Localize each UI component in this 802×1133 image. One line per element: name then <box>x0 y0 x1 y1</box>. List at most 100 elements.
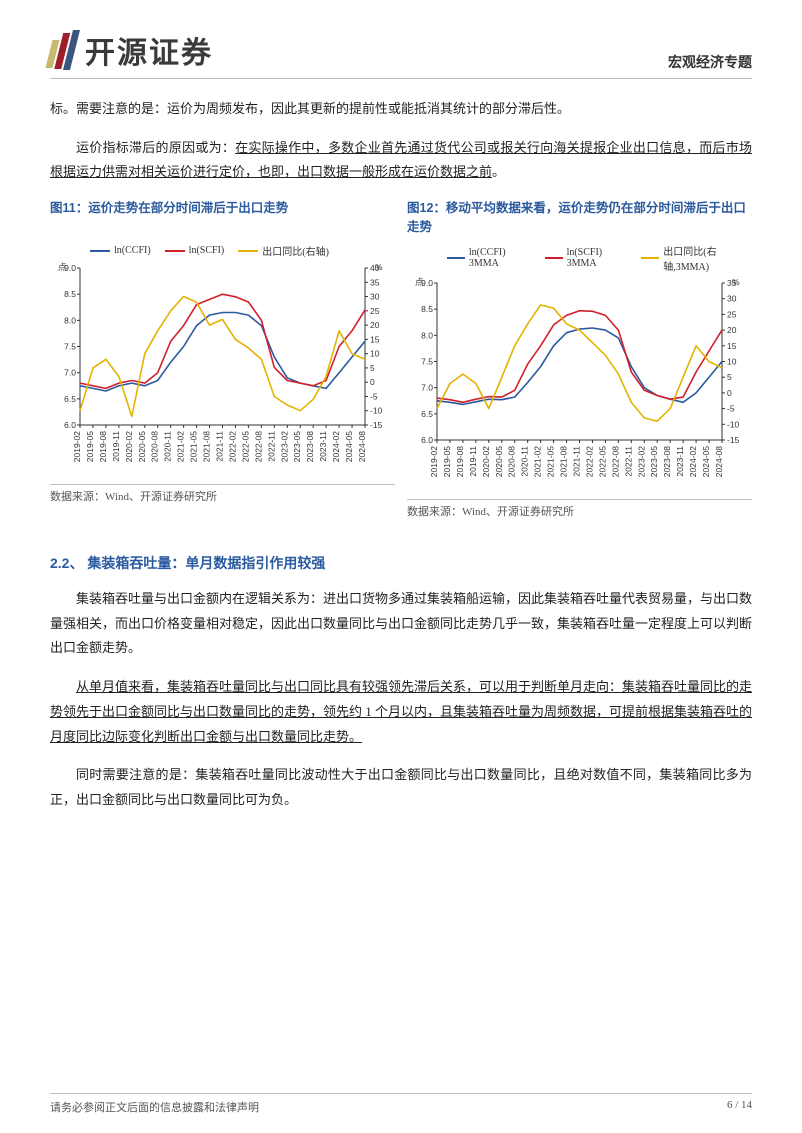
svg-text:2019-05: 2019-05 <box>442 446 452 477</box>
logo-block: 开源证券 <box>50 28 213 72</box>
svg-text:-10: -10 <box>370 406 383 416</box>
svg-text:2022-11: 2022-11 <box>623 446 633 477</box>
svg-text:2020-08: 2020-08 <box>150 431 160 462</box>
figure-11-title: 图11：运价走势在部分时间滞后于出口走势 <box>50 199 395 237</box>
svg-text:25: 25 <box>370 306 380 316</box>
svg-text:2021-05: 2021-05 <box>189 431 199 462</box>
svg-text:-15: -15 <box>370 420 383 430</box>
svg-text:10: 10 <box>370 349 380 359</box>
para2-lead: 运价指标滞后的原因或为： <box>76 140 235 155</box>
figure-12-legend: ln(CCFI) 3MMAln(SCFI) 3MMA出口同比(右轴,3MMA) <box>407 243 752 273</box>
svg-text:2022-08: 2022-08 <box>610 446 620 477</box>
svg-text:2019-02: 2019-02 <box>72 431 82 462</box>
svg-text:-5: -5 <box>370 392 378 402</box>
svg-text:6.5: 6.5 <box>421 409 433 419</box>
svg-text:20: 20 <box>727 325 737 335</box>
figure-12-chart: 点%6.06.57.07.58.08.59.0-15-10-5051015202… <box>407 275 752 495</box>
page-header: 开源证券 宏观经济专题 <box>50 28 752 79</box>
svg-text:2019-02: 2019-02 <box>429 446 439 477</box>
svg-text:2020-11: 2020-11 <box>520 446 530 477</box>
svg-text:6.5: 6.5 <box>64 394 76 404</box>
svg-text:25: 25 <box>727 309 737 319</box>
svg-text:2020-08: 2020-08 <box>507 446 517 477</box>
svg-text:2024-08: 2024-08 <box>714 446 724 477</box>
svg-text:2022-02: 2022-02 <box>227 431 237 462</box>
svg-text:20: 20 <box>370 320 380 330</box>
svg-text:2021-05: 2021-05 <box>546 446 556 477</box>
svg-text:2021-11: 2021-11 <box>215 431 225 462</box>
svg-text:2021-02: 2021-02 <box>533 446 543 477</box>
svg-text:2020-02: 2020-02 <box>481 446 491 477</box>
svg-text:2020-05: 2020-05 <box>494 446 504 477</box>
paragraph-1: 标。需要注意的是：运价为周频发布，因此其更新的提前性或能抵消其统计的部分滞后性。 <box>50 97 752 122</box>
footer-disclaimer: 请务必参阅正文后面的信息披露和法律声明 <box>50 1099 259 1115</box>
svg-text:5: 5 <box>370 363 375 373</box>
svg-text:35: 35 <box>370 277 380 287</box>
figure-11-source: 数据来源：Wind、开源证券研究所 <box>50 484 395 504</box>
logo-text: 开源证券 <box>85 28 213 72</box>
svg-text:2020-02: 2020-02 <box>124 431 134 462</box>
svg-text:2021-08: 2021-08 <box>559 446 569 477</box>
figure-12-source: 数据来源：Wind、开源证券研究所 <box>407 499 752 519</box>
svg-text:30: 30 <box>370 292 380 302</box>
logo-icon <box>45 30 80 70</box>
svg-text:7.5: 7.5 <box>421 357 433 367</box>
svg-text:2022-05: 2022-05 <box>597 446 607 477</box>
svg-text:-5: -5 <box>727 404 735 414</box>
svg-text:2022-02: 2022-02 <box>584 446 594 477</box>
figure-12: 图12：移动平均数据来看，运价走势仍在部分时间滞后于出口走势 ln(CCFI) … <box>407 199 752 519</box>
svg-text:2024-02: 2024-02 <box>331 431 341 462</box>
svg-text:2023-08: 2023-08 <box>305 431 315 462</box>
svg-text:2023-02: 2023-02 <box>279 431 289 462</box>
svg-text:2020-11: 2020-11 <box>163 431 173 462</box>
svg-text:40: 40 <box>370 263 380 273</box>
paragraph-4: 从单月值来看，集装箱吞吐量同比与出口同比具有较强领先滞后关系，可以用于判断单月走… <box>50 675 752 749</box>
svg-text:6.0: 6.0 <box>64 420 76 430</box>
svg-text:2019-11: 2019-11 <box>111 431 121 462</box>
svg-text:2023-05: 2023-05 <box>649 446 659 477</box>
section-2-2-heading: 2.2、 集装箱吞吐量：单月数据指引作用较强 <box>50 553 752 573</box>
svg-text:2023-08: 2023-08 <box>662 446 672 477</box>
svg-text:7.5: 7.5 <box>64 342 76 352</box>
svg-text:2022-05: 2022-05 <box>240 431 250 462</box>
page-footer: 请务必参阅正文后面的信息披露和法律声明 6 / 14 <box>50 1093 752 1115</box>
svg-text:15: 15 <box>727 341 737 351</box>
svg-text:2023-11: 2023-11 <box>675 446 685 477</box>
figure-12-title: 图12：移动平均数据来看，运价走势仍在部分时间滞后于出口走势 <box>407 199 752 237</box>
svg-text:15: 15 <box>370 334 380 344</box>
paragraph-5: 同时需要注意的是：集装箱吞吐量同比波动性大于出口金额同比与出口数量同比，且绝对数… <box>50 763 752 812</box>
svg-text:5: 5 <box>727 372 732 382</box>
svg-text:2022-08: 2022-08 <box>253 431 263 462</box>
svg-text:6.0: 6.0 <box>421 435 433 445</box>
svg-text:0: 0 <box>370 377 375 387</box>
svg-text:7.0: 7.0 <box>421 383 433 393</box>
paragraph-2: 运价指标滞后的原因或为：在实际操作中，多数企业首先通过货代公司或报关行向海关提报… <box>50 136 752 185</box>
para2-tail: 。 <box>492 164 505 179</box>
svg-text:10: 10 <box>727 357 737 367</box>
svg-text:0: 0 <box>727 388 732 398</box>
svg-text:7.0: 7.0 <box>64 368 76 378</box>
svg-text:2024-02: 2024-02 <box>688 446 698 477</box>
svg-text:2019-11: 2019-11 <box>468 446 478 477</box>
doc-category: 宏观经济专题 <box>668 52 752 72</box>
figure-11: 图11：运价走势在部分时间滞后于出口走势 ln(CCFI)ln(SCFI)出口同… <box>50 199 395 519</box>
svg-text:8.5: 8.5 <box>421 304 433 314</box>
svg-text:2021-02: 2021-02 <box>176 431 186 462</box>
svg-text:-15: -15 <box>727 435 740 445</box>
svg-text:2023-05: 2023-05 <box>292 431 302 462</box>
svg-text:2023-02: 2023-02 <box>636 446 646 477</box>
svg-text:35: 35 <box>727 278 737 288</box>
svg-text:2020-05: 2020-05 <box>137 431 147 462</box>
svg-text:2023-11: 2023-11 <box>318 431 328 462</box>
svg-text:8.5: 8.5 <box>64 289 76 299</box>
svg-text:2019-05: 2019-05 <box>85 431 95 462</box>
svg-text:2024-05: 2024-05 <box>344 431 354 462</box>
paragraph-3: 集装箱吞吐量与出口金额内在逻辑关系为：进出口货物多通过集装箱船运输，因此集装箱吞… <box>50 587 752 661</box>
figure-11-legend: ln(CCFI)ln(SCFI)出口同比(右轴) <box>50 243 395 258</box>
svg-text:2021-08: 2021-08 <box>202 431 212 462</box>
svg-text:2021-11: 2021-11 <box>572 446 582 477</box>
svg-text:2024-05: 2024-05 <box>701 446 711 477</box>
svg-text:2024-08: 2024-08 <box>357 431 367 462</box>
svg-text:30: 30 <box>727 294 737 304</box>
svg-text:2019-08: 2019-08 <box>455 446 465 477</box>
